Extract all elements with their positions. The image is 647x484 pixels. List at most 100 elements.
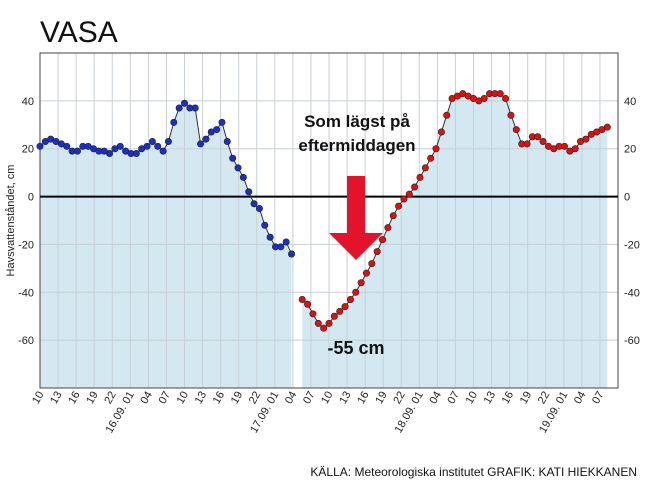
y-tick-label-left: -60 bbox=[18, 335, 34, 347]
data-point bbox=[288, 250, 296, 258]
y-tick-label-left: 40 bbox=[22, 96, 34, 108]
source-credit: KÄLLA: Meteorologiska institutet GRAFIK:… bbox=[310, 465, 637, 479]
x-tick-label: 04 bbox=[283, 390, 300, 407]
chart-title: VASA bbox=[40, 16, 118, 49]
x-tick-label: 07 bbox=[446, 390, 463, 407]
x-tick-label: 10 bbox=[319, 390, 336, 407]
data-point bbox=[277, 243, 285, 251]
x-tick-label: 10 bbox=[464, 390, 481, 407]
data-point bbox=[480, 94, 488, 102]
data-point bbox=[379, 236, 387, 244]
x-tick-label: 19 bbox=[518, 390, 535, 407]
data-point bbox=[245, 188, 253, 196]
down-arrow-icon bbox=[329, 176, 383, 260]
x-tick-label: 16 bbox=[500, 390, 517, 407]
y-tick-label-left: -40 bbox=[18, 287, 34, 299]
data-point bbox=[507, 111, 515, 119]
data-point bbox=[202, 135, 210, 143]
data-point bbox=[175, 104, 183, 112]
x-tick-label: 10 bbox=[175, 390, 192, 407]
y-tick-label-left: -20 bbox=[18, 239, 34, 251]
data-point bbox=[148, 138, 156, 146]
data-point bbox=[261, 221, 269, 229]
data-point bbox=[437, 128, 445, 136]
data-point bbox=[384, 224, 392, 232]
x-tick-label: 13 bbox=[337, 390, 354, 407]
data-point bbox=[582, 135, 590, 143]
x-tick-label: 16 bbox=[211, 390, 228, 407]
data-point bbox=[362, 269, 370, 277]
data-point bbox=[512, 126, 520, 134]
y-tick-label-right: -60 bbox=[624, 335, 640, 347]
x-tick-label: 22 bbox=[391, 390, 408, 407]
data-point bbox=[352, 288, 360, 296]
x-tick-label: 04 bbox=[138, 390, 155, 407]
y-axis-label: Havsvattenståndet, cm bbox=[5, 165, 17, 277]
y-tick-label-left: 0 bbox=[28, 192, 34, 204]
x-tick-label: 07 bbox=[157, 390, 174, 407]
data-point bbox=[191, 104, 199, 112]
data-point bbox=[421, 164, 429, 172]
data-point bbox=[223, 138, 231, 146]
x-tick-label: 16 bbox=[66, 390, 83, 407]
data-point bbox=[106, 150, 114, 158]
x-tick-label: 22 bbox=[247, 390, 264, 407]
x-tick-label: 13 bbox=[193, 390, 210, 407]
x-tick-label: 19 bbox=[373, 390, 390, 407]
data-point bbox=[143, 142, 151, 150]
y-tick-label-right: 0 bbox=[624, 192, 630, 204]
x-tick-label: 04 bbox=[572, 390, 589, 407]
data-point bbox=[432, 145, 440, 153]
data-point bbox=[197, 140, 205, 148]
plot-frame bbox=[39, 52, 619, 389]
data-point bbox=[405, 190, 413, 198]
series-area-0 bbox=[40, 103, 292, 388]
data-point bbox=[154, 142, 162, 150]
x-tick-label: 22 bbox=[536, 390, 553, 407]
data-point bbox=[336, 307, 344, 315]
data-point bbox=[523, 140, 531, 148]
data-point bbox=[36, 142, 44, 150]
data-point bbox=[496, 90, 504, 98]
x-tick-label: 13 bbox=[48, 390, 65, 407]
data-point bbox=[170, 118, 178, 126]
data-point bbox=[213, 126, 221, 134]
x-tick-label: 13 bbox=[482, 390, 499, 407]
x-tick-label: 16 bbox=[355, 390, 372, 407]
data-point bbox=[368, 260, 376, 268]
data-point bbox=[132, 150, 140, 158]
data-point bbox=[443, 111, 451, 119]
x-tick-label: 19 bbox=[229, 390, 246, 407]
y-tick-label-right: 40 bbox=[624, 96, 636, 108]
data-point bbox=[560, 142, 568, 150]
data-point bbox=[330, 312, 338, 320]
data-point bbox=[325, 319, 333, 327]
data-point bbox=[389, 212, 397, 220]
data-point bbox=[229, 154, 237, 162]
data-point bbox=[411, 183, 419, 191]
data-point bbox=[314, 319, 322, 327]
x-tick-label: 07 bbox=[590, 390, 607, 407]
data-point bbox=[539, 138, 547, 146]
x-tick-label: 22 bbox=[102, 390, 119, 407]
data-point bbox=[304, 300, 312, 308]
data-point bbox=[346, 295, 354, 303]
data-point bbox=[239, 173, 247, 181]
data-point bbox=[571, 145, 579, 153]
x-tick-label: 04 bbox=[427, 390, 444, 407]
data-point bbox=[502, 94, 510, 102]
data-point bbox=[298, 295, 306, 303]
data-point bbox=[400, 195, 408, 203]
series-area-1 bbox=[302, 93, 608, 388]
data-point bbox=[341, 303, 349, 311]
annotation-line2: eftermiddagen bbox=[298, 136, 415, 155]
data-point bbox=[282, 238, 290, 246]
data-point bbox=[373, 248, 381, 256]
data-point bbox=[320, 324, 328, 332]
data-point bbox=[159, 147, 167, 155]
x-tick-label: 19 bbox=[84, 390, 101, 407]
annotation-line1: Som lägst på bbox=[304, 112, 410, 131]
data-point bbox=[250, 200, 258, 208]
data-point bbox=[427, 154, 435, 162]
